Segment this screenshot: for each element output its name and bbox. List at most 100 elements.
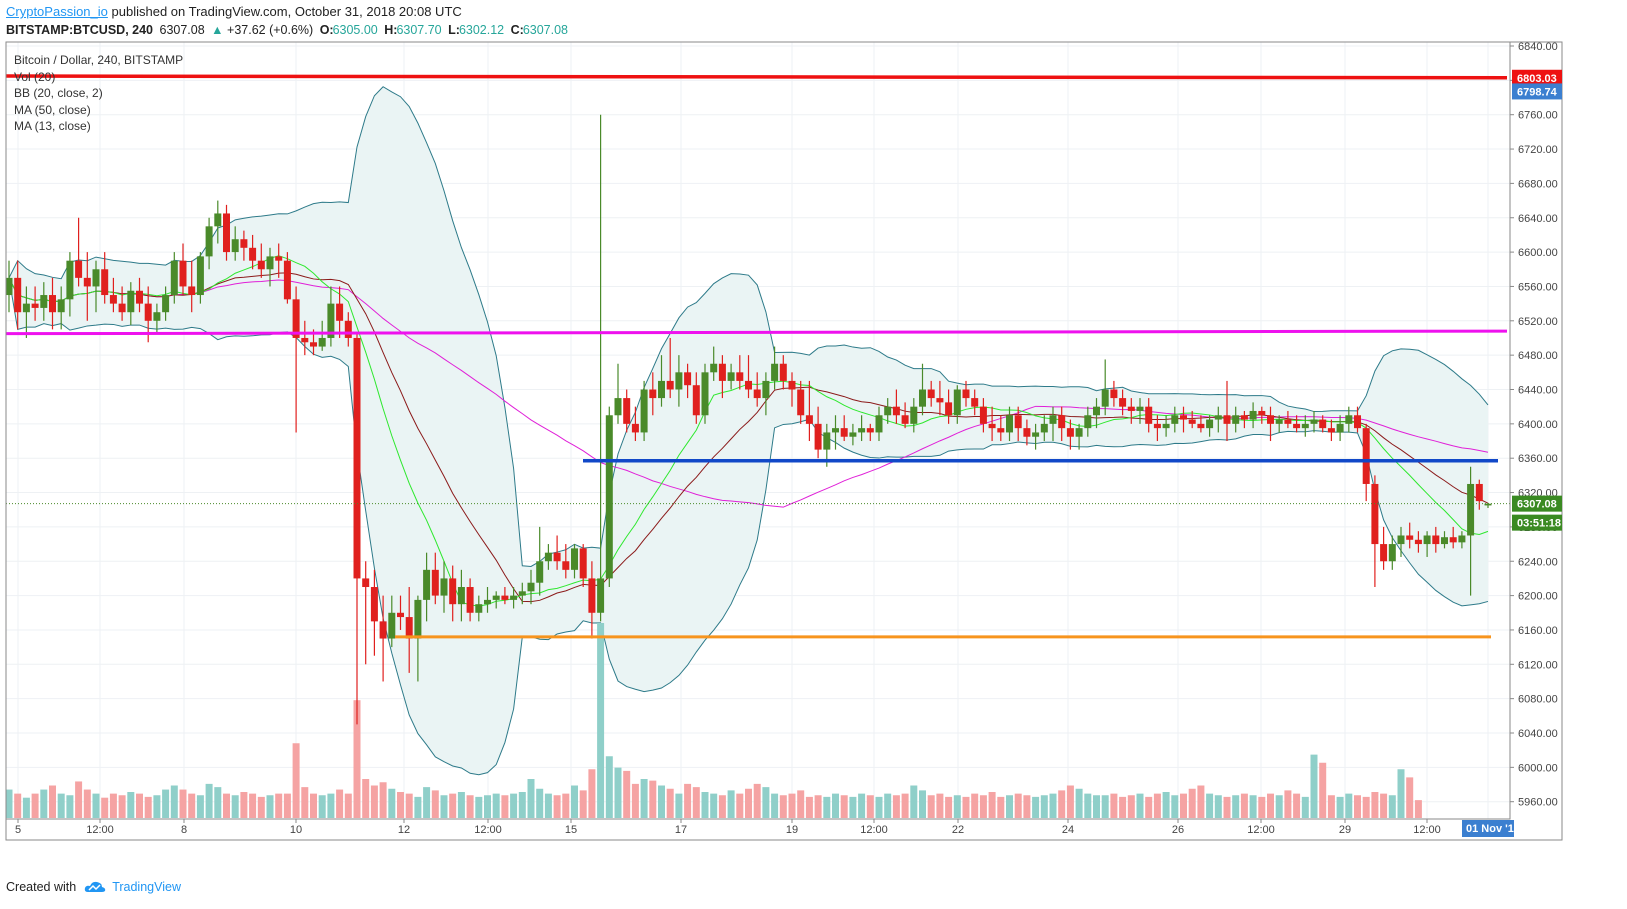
- resistance-red-line[interactable]: [5, 74, 1508, 80]
- candle[interactable]: [614, 363, 622, 424]
- candle[interactable]: [1423, 531, 1431, 557]
- candle[interactable]: [962, 380, 970, 407]
- candle[interactable]: [414, 595, 422, 682]
- candle[interactable]: [571, 544, 578, 579]
- candle[interactable]: [666, 337, 674, 399]
- candle[interactable]: [1249, 402, 1257, 429]
- candle[interactable]: [449, 565, 457, 622]
- candle[interactable]: [631, 406, 639, 442]
- candle[interactable]: [127, 282, 135, 326]
- candle[interactable]: [953, 385, 961, 424]
- candle[interactable]: [1197, 415, 1205, 433]
- candle[interactable]: [118, 286, 126, 321]
- candle[interactable]: [1284, 410, 1292, 429]
- candle[interactable]: [57, 286, 65, 330]
- candle[interactable]: [510, 587, 518, 609]
- candle[interactable]: [275, 243, 283, 278]
- candle[interactable]: [1327, 419, 1335, 442]
- candle[interactable]: [301, 320, 309, 356]
- candle[interactable]: [562, 544, 570, 579]
- candle[interactable]: [484, 587, 491, 613]
- candle[interactable]: [997, 415, 1005, 442]
- candle[interactable]: [466, 578, 474, 622]
- candle[interactable]: [40, 282, 48, 321]
- candle[interactable]: [553, 535, 561, 570]
- candle[interactable]: [231, 226, 239, 261]
- candle[interactable]: [658, 355, 665, 407]
- candle[interactable]: [370, 569, 378, 656]
- candle[interactable]: [1223, 380, 1231, 442]
- candle[interactable]: [1397, 526, 1405, 557]
- candle[interactable]: [1066, 419, 1074, 450]
- candle[interactable]: [762, 372, 770, 416]
- legend-ma13[interactable]: MA (13, close): [14, 119, 91, 133]
- candle[interactable]: [605, 406, 613, 588]
- candle[interactable]: [196, 252, 204, 304]
- candle[interactable]: [1310, 410, 1318, 433]
- candle[interactable]: [388, 595, 396, 648]
- candle[interactable]: [736, 355, 744, 390]
- candle[interactable]: [1275, 415, 1283, 433]
- candle[interactable]: [379, 595, 387, 682]
- candle[interactable]: [623, 389, 631, 433]
- candle[interactable]: [14, 260, 22, 330]
- candle[interactable]: [257, 243, 265, 278]
- candle[interactable]: [457, 569, 465, 622]
- candle[interactable]: [771, 346, 779, 390]
- candle[interactable]: [1093, 398, 1100, 429]
- candle[interactable]: [936, 380, 944, 416]
- candle[interactable]: [701, 363, 709, 424]
- candle[interactable]: [5, 260, 13, 313]
- candle[interactable]: [318, 320, 326, 351]
- candle[interactable]: [405, 587, 413, 673]
- tradingview-brand-link[interactable]: TradingView: [112, 880, 181, 894]
- candle[interactable]: [797, 380, 805, 424]
- candle[interactable]: [1101, 359, 1109, 416]
- candle[interactable]: [66, 252, 74, 317]
- candle[interactable]: [745, 355, 752, 399]
- candle[interactable]: [249, 234, 257, 270]
- candle[interactable]: [710, 346, 718, 381]
- candle[interactable]: [223, 204, 230, 261]
- candle[interactable]: [536, 526, 544, 596]
- legend-ma50[interactable]: MA (50, close): [14, 102, 91, 117]
- candle[interactable]: [588, 561, 596, 639]
- candle[interactable]: [727, 363, 735, 390]
- candle[interactable]: [840, 415, 848, 442]
- candle[interactable]: [527, 569, 535, 605]
- candle[interactable]: [979, 398, 987, 433]
- candle[interactable]: [49, 277, 56, 330]
- candle[interactable]: [1319, 415, 1327, 433]
- author-link[interactable]: CryptoPassion_io: [6, 4, 108, 19]
- candle[interactable]: [814, 406, 822, 459]
- candle[interactable]: [31, 286, 39, 321]
- candle[interactable]: [475, 595, 483, 622]
- candle[interactable]: [684, 363, 692, 399]
- candle[interactable]: [1171, 406, 1179, 433]
- candle[interactable]: [1127, 398, 1135, 424]
- candle[interactable]: [1475, 479, 1483, 510]
- candle[interactable]: [266, 247, 274, 287]
- candle[interactable]: [866, 423, 874, 442]
- candle[interactable]: [336, 286, 344, 338]
- candle[interactable]: [1232, 406, 1240, 433]
- candle[interactable]: [205, 217, 213, 270]
- candle[interactable]: [892, 389, 900, 424]
- candle[interactable]: [188, 260, 196, 313]
- candle[interactable]: [1458, 531, 1466, 549]
- candle[interactable]: [1432, 526, 1440, 553]
- candle[interactable]: [240, 230, 248, 261]
- candle[interactable]: [675, 355, 683, 407]
- candle[interactable]: [492, 591, 500, 609]
- candle[interactable]: [1240, 410, 1248, 429]
- candle[interactable]: [718, 355, 726, 399]
- candle[interactable]: [327, 286, 335, 347]
- candle[interactable]: [1110, 380, 1118, 407]
- candle[interactable]: [1058, 406, 1066, 442]
- candle[interactable]: [518, 582, 526, 605]
- candle[interactable]: [640, 380, 648, 442]
- candle[interactable]: [692, 372, 700, 424]
- candle[interactable]: [971, 389, 979, 416]
- symbol-label[interactable]: BITSTAMP:BTCUSD, 240: [6, 23, 154, 37]
- candle[interactable]: [136, 277, 143, 313]
